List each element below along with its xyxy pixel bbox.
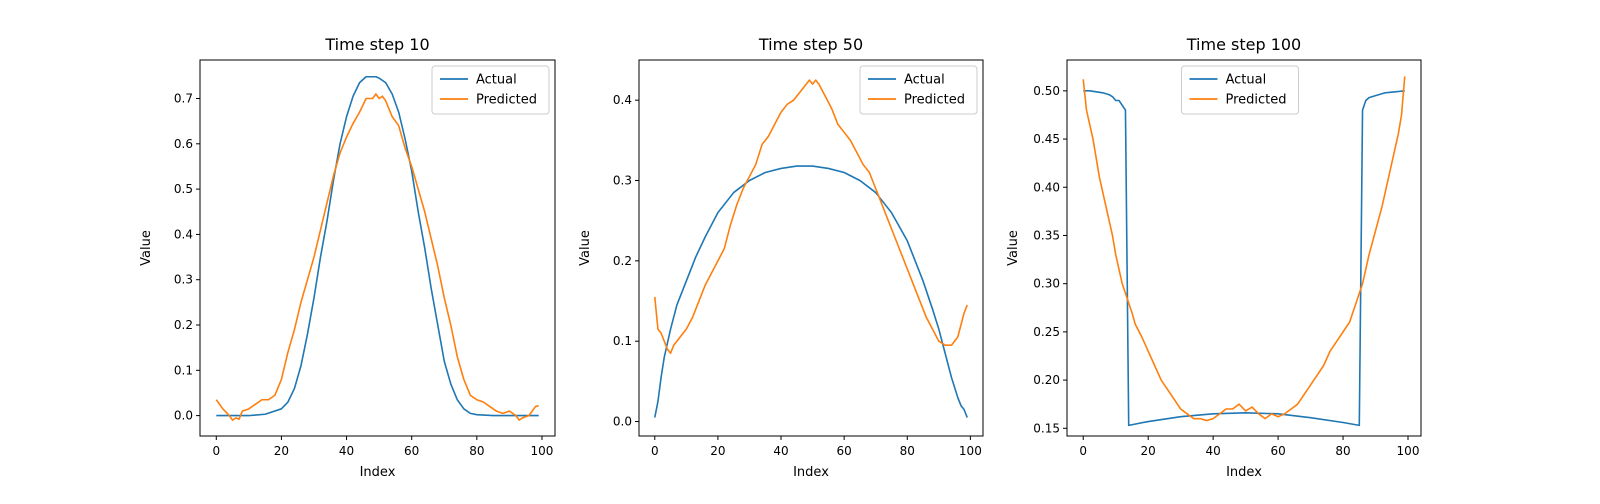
y-tick-label: 0.1 xyxy=(613,334,632,348)
y-tick-label: 0.3 xyxy=(174,273,193,287)
axes-frame xyxy=(1066,59,1422,437)
x-axis-label: Index xyxy=(1226,465,1262,480)
series-line-actual xyxy=(1083,90,1405,427)
x-tick-label: 60 xyxy=(836,444,851,458)
x-tick-label: 20 xyxy=(1141,444,1156,458)
legend-box xyxy=(431,65,550,115)
y-tick-label: 0.2 xyxy=(613,254,632,268)
y-tick-label: 0.2 xyxy=(174,318,193,332)
x-tick-label: 60 xyxy=(1270,444,1285,458)
legend-label-predicted: Predicted xyxy=(904,93,965,108)
x-tick-label: 0 xyxy=(212,444,220,458)
y-tick-label: 0.50 xyxy=(1033,84,1060,98)
x-axis-label: Index xyxy=(793,465,829,480)
y-tick-label: 0.20 xyxy=(1033,373,1060,387)
legend: Actual Predicted xyxy=(859,65,978,115)
x-tick-label: 100 xyxy=(1397,444,1420,458)
y-tick-label: 0.0 xyxy=(613,415,632,429)
legend-box xyxy=(1181,65,1299,115)
x-tick-label: 100 xyxy=(959,444,982,458)
series-line-predicted xyxy=(653,79,968,355)
y-tick-label: 0.40 xyxy=(1033,180,1060,194)
x-tick-label: 40 xyxy=(1206,444,1221,458)
y-tick-label: 0.1 xyxy=(174,363,193,377)
y-tick-label: 0.4 xyxy=(174,227,193,241)
x-tick-label: 20 xyxy=(274,444,289,458)
y-axis-label: Value xyxy=(139,230,154,266)
y-tick-label: 0.45 xyxy=(1033,132,1060,146)
y-tick-label: 0.25 xyxy=(1033,325,1060,339)
chart-panel-3: Time step 100 0 20 40 60 80 100 0.15 0.20 0.25 0.3… xyxy=(1006,35,1422,480)
series-line-predicted xyxy=(1082,76,1406,422)
y-tick-label: 0.3 xyxy=(613,174,632,188)
y-axis-label: Value xyxy=(578,230,593,266)
series-line-actual xyxy=(216,75,539,417)
y-tick-label: 0.4 xyxy=(613,93,632,107)
legend: Actual Predicted xyxy=(1181,65,1299,115)
chart-panel-2: Time step 50 0 20 40 60 80 100 0.0 0.1 0.2 0.3 0.4 I… xyxy=(578,35,984,480)
legend-box xyxy=(859,65,978,115)
chart-title: Time step 50 xyxy=(758,35,863,54)
legend-label-predicted: Predicted xyxy=(1226,93,1287,108)
chart-title: Time step 10 xyxy=(324,35,429,54)
y-axis-label: Value xyxy=(1006,230,1021,266)
axes-frame xyxy=(638,59,984,437)
x-axis-label: Index xyxy=(360,465,396,480)
y-tick-label: 0.6 xyxy=(174,137,193,151)
x-tick-label: 80 xyxy=(469,444,484,458)
x-tick-label: 60 xyxy=(404,444,419,458)
x-tick-label: 0 xyxy=(1079,444,1087,458)
legend-label-predicted: Predicted xyxy=(476,93,537,108)
y-tick-label: 0.5 xyxy=(174,182,193,196)
series-line-actual xyxy=(653,165,968,418)
x-tick-label: 80 xyxy=(1335,444,1350,458)
series-line-predicted xyxy=(215,93,539,421)
legend-label-actual: Actual xyxy=(904,73,945,88)
x-tick-label: 40 xyxy=(339,444,354,458)
x-tick-label: 0 xyxy=(651,444,659,458)
legend-label-actual: Actual xyxy=(1226,73,1267,88)
chart-title: Time step 100 xyxy=(1186,35,1301,54)
y-tick-label: 0.0 xyxy=(174,409,193,423)
x-tick-label: 80 xyxy=(900,444,915,458)
legend-label-actual: Actual xyxy=(476,73,517,88)
x-tick-label: 40 xyxy=(773,444,788,458)
y-tick-label: 0.35 xyxy=(1033,228,1060,242)
x-tick-label: 100 xyxy=(531,444,554,458)
legend: Actual Predicted xyxy=(431,65,550,115)
x-tick-label: 20 xyxy=(710,444,725,458)
y-tick-label: 0.7 xyxy=(174,92,193,106)
axes-frame xyxy=(199,59,556,437)
chart-panel-1: Time step 10 0 20 40 60 80 100 0.0 0.1 0.2 0.3 0.4 0… xyxy=(139,35,556,480)
y-tick-label: 0.15 xyxy=(1033,421,1060,435)
y-tick-label: 0.30 xyxy=(1033,277,1060,291)
